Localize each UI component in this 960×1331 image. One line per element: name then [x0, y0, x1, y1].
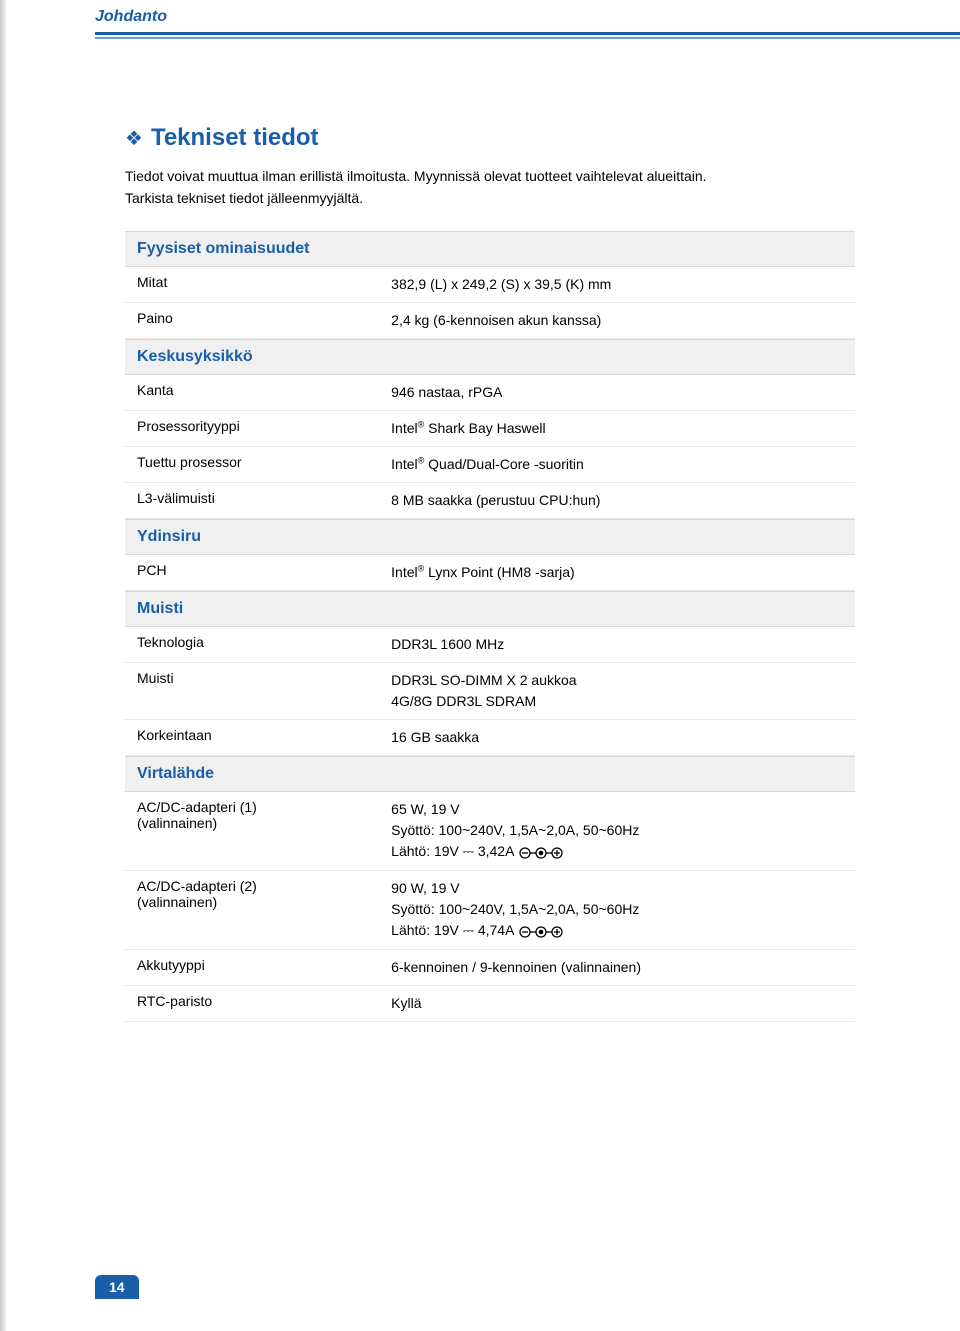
- spec-value: DDR3L 1600 MHz: [391, 634, 843, 655]
- spec-row: AC/DC-adapteri (1)(valinnainen)65 W, 19 …: [125, 792, 855, 871]
- spec-label: L3-välimuisti: [137, 490, 391, 511]
- spec-label: Muisti: [137, 670, 391, 712]
- spec-value: Kyllä: [391, 993, 843, 1014]
- spec-section-header: Virtalähde: [125, 756, 855, 792]
- spec-label: Tuettu prosessor: [137, 454, 391, 475]
- intro-line-2: Tarkista tekniset tiedot jälleenmyyjältä…: [125, 190, 363, 206]
- spec-label: Korkeintaan: [137, 727, 391, 748]
- spec-label: RTC-paristo: [137, 993, 391, 1014]
- spec-label: Akkutyyppi: [137, 957, 391, 978]
- spec-value: 16 GB saakka: [391, 727, 843, 748]
- spec-value: 8 MB saakka (perustuu CPU:hun): [391, 490, 843, 511]
- intro-line-1: Tiedot voivat muuttua ilman erillistä il…: [125, 168, 707, 184]
- spec-row: RTC-paristoKyllä: [125, 986, 855, 1022]
- spec-table: Fyysiset ominaisuudetMitat382,9 (L) x 24…: [125, 231, 855, 1022]
- section-title: Tekniset tiedot: [151, 124, 319, 152]
- diamond-bullet-icon: ❖: [125, 126, 143, 151]
- header-area: Johdanto: [0, 0, 960, 39]
- spec-value: 65 W, 19 VSyöttö: 100~240V, 1,5A~2,0A, 5…: [391, 799, 843, 863]
- spec-label: AC/DC-adapteri (2)(valinnainen): [137, 878, 391, 942]
- spec-label: PCH: [137, 562, 391, 583]
- spec-row: Kanta946 nastaa, rPGA: [125, 375, 855, 411]
- page-number-badge: 14: [95, 1275, 139, 1299]
- spec-row: Korkeintaan16 GB saakka: [125, 720, 855, 756]
- content: ❖ Tekniset tiedot Tiedot voivat muuttua …: [0, 39, 960, 1022]
- spec-value: 90 W, 19 VSyöttö: 100~240V, 1,5A~2,0A, 5…: [391, 878, 843, 942]
- spec-section-header: Muisti: [125, 591, 855, 627]
- spec-row: AC/DC-adapteri (2)(valinnainen)90 W, 19 …: [125, 871, 855, 950]
- spec-label: Prosessorityyppi: [137, 418, 391, 439]
- spec-row: Tuettu prosessorIntel® Quad/Dual-Core -s…: [125, 447, 855, 483]
- spec-row: MuistiDDR3L SO-DIMM X 2 aukkoa4G/8G DDR3…: [125, 663, 855, 720]
- spec-value: 6-kennoinen / 9-kennoinen (valinnainen): [391, 957, 843, 978]
- spec-section-header: Keskusyksikkö: [125, 339, 855, 375]
- spec-row: Mitat382,9 (L) x 249,2 (S) x 39,5 (K) mm: [125, 267, 855, 303]
- spec-row: Paino2,4 kg (6-kennoisen akun kanssa): [125, 303, 855, 339]
- spec-row: L3-välimuisti8 MB saakka (perustuu CPU:h…: [125, 483, 855, 519]
- spec-value: 946 nastaa, rPGA: [391, 382, 843, 403]
- spec-value: Intel® Quad/Dual-Core -suoritin: [391, 454, 843, 475]
- spec-value: Intel® Lynx Point (HM8 -sarja): [391, 562, 843, 583]
- spec-label: Paino: [137, 310, 391, 331]
- spec-value: Intel® Shark Bay Haswell: [391, 418, 843, 439]
- page-number-badge-wrap: 14: [95, 1275, 139, 1299]
- section-intro: Tiedot voivat muuttua ilman erillistä il…: [125, 166, 855, 209]
- spec-row: PCHIntel® Lynx Point (HM8 -sarja): [125, 555, 855, 591]
- spec-value: DDR3L SO-DIMM X 2 aukkoa4G/8G DDR3L SDRA…: [391, 670, 843, 712]
- spec-row: TeknologiaDDR3L 1600 MHz: [125, 627, 855, 663]
- section-title-row: ❖ Tekniset tiedot: [125, 124, 855, 152]
- spec-label: AC/DC-adapteri (1)(valinnainen): [137, 799, 391, 863]
- spec-label: Mitat: [137, 274, 391, 295]
- spec-value: 2,4 kg (6-kennoisen akun kanssa): [391, 310, 843, 331]
- spec-label: Teknologia: [137, 634, 391, 655]
- spec-label: Kanta: [137, 382, 391, 403]
- spec-row: ProsessorityyppiIntel® Shark Bay Haswell: [125, 411, 855, 447]
- header-rule-1: [95, 32, 960, 35]
- spec-section-header: Fyysiset ominaisuudet: [125, 231, 855, 267]
- left-page-edge: [0, 0, 6, 1331]
- spec-value: 382,9 (L) x 249,2 (S) x 39,5 (K) mm: [391, 274, 843, 295]
- spec-section-header: Ydinsiru: [125, 519, 855, 555]
- running-header: Johdanto: [95, 8, 960, 26]
- page: Johdanto ❖ Tekniset tiedot Tiedot voivat…: [0, 0, 960, 1331]
- spec-row: Akkutyyppi6-kennoinen / 9-kennoinen (val…: [125, 950, 855, 986]
